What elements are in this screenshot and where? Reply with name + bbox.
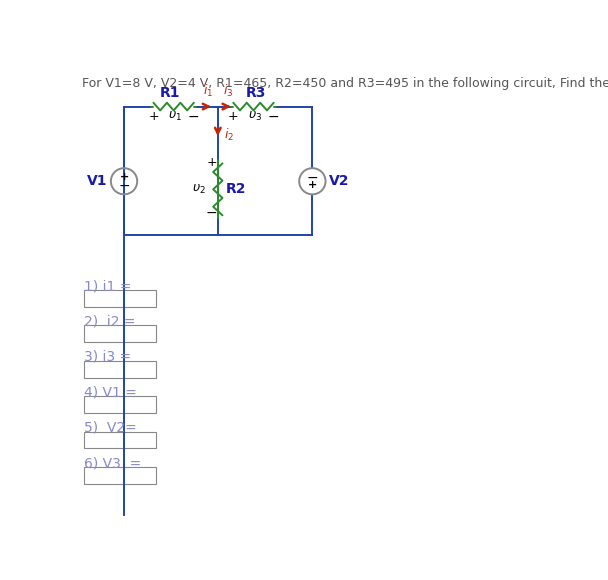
Text: −: − [118, 179, 130, 193]
Text: 2)  i2 =: 2) i2 = [84, 314, 135, 328]
FancyBboxPatch shape [84, 290, 156, 307]
Text: For V1=8 V, V2=4 V, R1=465, R2=450 and R3=495 in the following circuit, Find the: For V1=8 V, V2=4 V, R1=465, R2=450 and R… [82, 77, 608, 90]
Text: +: + [308, 180, 317, 190]
Text: 5)  V2=: 5) V2= [84, 420, 137, 435]
Text: $\upsilon_2$: $\upsilon_2$ [192, 183, 206, 196]
Text: +: + [148, 110, 159, 122]
Text: $i_3$: $i_3$ [223, 83, 233, 99]
Text: V2: V2 [329, 174, 349, 188]
Text: $\upsilon_1$: $\upsilon_1$ [168, 110, 182, 123]
FancyBboxPatch shape [84, 361, 156, 378]
Text: 4) V1 =: 4) V1 = [84, 385, 137, 399]
Text: 3) i3 =: 3) i3 = [84, 350, 131, 364]
Text: $i_1$: $i_1$ [204, 83, 213, 99]
Text: $\upsilon_3$: $\upsilon_3$ [248, 110, 262, 123]
Text: R2: R2 [226, 182, 246, 197]
Text: −: − [188, 110, 199, 124]
FancyBboxPatch shape [84, 467, 156, 484]
Text: −: − [268, 110, 280, 124]
Text: 1) i1 =: 1) i1 = [84, 279, 131, 293]
Text: 6) V3  =: 6) V3 = [84, 456, 141, 470]
FancyBboxPatch shape [84, 396, 156, 413]
Text: $i_2$: $i_2$ [224, 127, 234, 143]
Text: −: − [306, 171, 318, 184]
FancyBboxPatch shape [84, 325, 156, 342]
FancyBboxPatch shape [84, 432, 156, 448]
Text: V1: V1 [88, 174, 108, 188]
Text: R1: R1 [159, 86, 180, 100]
Text: +: + [206, 156, 217, 169]
Text: R3: R3 [246, 86, 266, 100]
Text: −: − [206, 206, 218, 220]
Text: +: + [228, 110, 238, 122]
Text: +: + [119, 172, 129, 182]
